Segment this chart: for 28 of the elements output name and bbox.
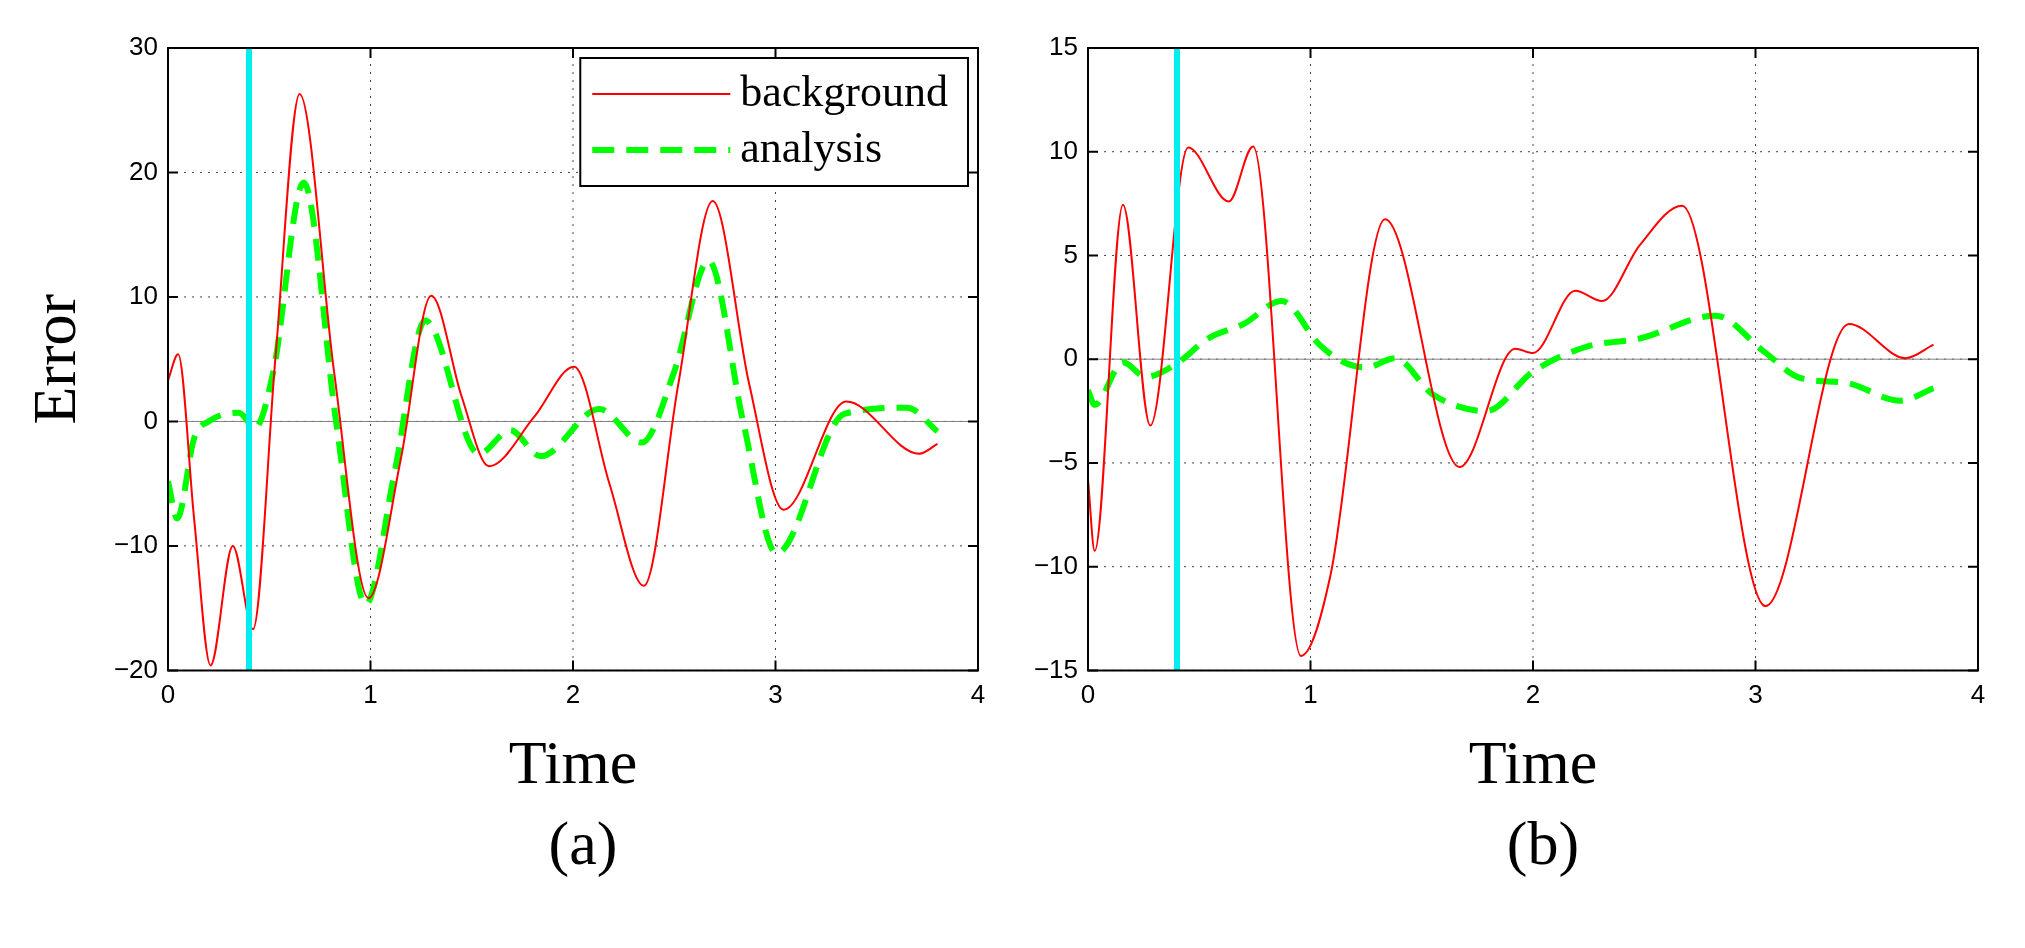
y-tick-label: 0	[1063, 342, 1078, 373]
x-tick-label: 3	[1748, 679, 1763, 710]
y-axis-title: Error	[20, 293, 89, 425]
x-tick-label: 2	[1525, 679, 1541, 710]
y-tick-label: 0	[143, 404, 158, 435]
y-tick-label: −10	[1033, 549, 1078, 580]
y-tick-label: −5	[1048, 446, 1078, 477]
y-tick-label: 5	[1063, 238, 1078, 269]
x-axis-title: Time	[508, 728, 638, 797]
y-tick-label: −20	[113, 653, 158, 684]
x-tick-label: 4	[970, 679, 986, 710]
legend-label: analysis	[740, 122, 883, 172]
text: (a)	[547, 808, 619, 879]
y-tick-label: −15	[1033, 653, 1078, 684]
legend-label: background	[740, 66, 949, 116]
y-tick-label: −10	[113, 529, 158, 560]
y-tick-label: 10	[129, 280, 158, 311]
x-tick-label: 2	[565, 679, 581, 710]
y-tick-label: 15	[1049, 31, 1078, 62]
x-tick-label: 3	[768, 679, 783, 710]
x-tick-label: 1	[363, 679, 378, 710]
x-tick-label: 1	[1303, 679, 1318, 710]
y-tick-label: 30	[129, 31, 158, 62]
text: (b)	[1505, 808, 1581, 879]
x-tick-label: 4	[1970, 679, 1986, 710]
x-axis-title: Time	[1468, 728, 1598, 797]
y-tick-label: 10	[1049, 134, 1078, 165]
y-tick-label: 20	[129, 155, 158, 186]
